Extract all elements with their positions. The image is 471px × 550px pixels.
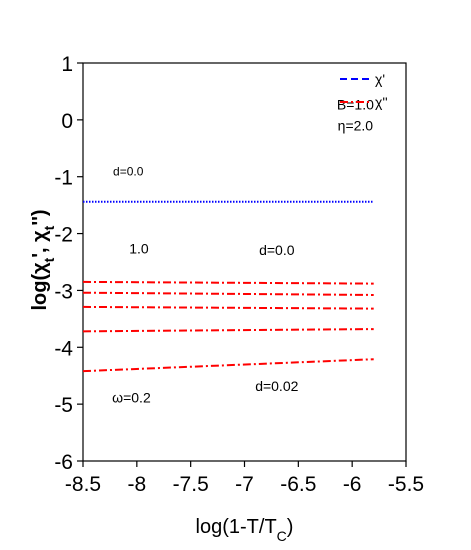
annotation-label: d=0.0 <box>113 165 144 179</box>
annotation-label: ω=0.2 <box>112 389 151 405</box>
x-tick-label: -8 <box>127 473 146 496</box>
series-layer <box>82 200 374 373</box>
annotation-label: B=1.0 <box>337 97 374 113</box>
series-line <box>82 291 374 296</box>
x-tick-label: -8.5 <box>65 473 101 496</box>
x-tick-label: -6 <box>343 473 362 496</box>
x-tick-label: -6.5 <box>280 473 316 496</box>
y-tick-label: -6 <box>54 451 73 474</box>
y-tick-label: 1 <box>61 53 73 76</box>
annotation-label: 1.0 <box>129 240 149 256</box>
x-tick-label: -5.5 <box>388 473 424 496</box>
annotation-label: d=0.0 <box>259 242 295 258</box>
series-line <box>82 305 374 310</box>
y-axis-title: log(χt', χt'') <box>29 209 57 310</box>
y-tick-label: -3 <box>54 280 73 303</box>
annotations: d=0.0 B=1.0 η=2.0 1.0 d=0.0 d=0.02 ω=0.2 <box>112 97 374 406</box>
x-tick-label: -7.5 <box>173 473 209 496</box>
series-line <box>82 328 374 333</box>
y-tick-label: -5 <box>54 394 73 417</box>
annotation-label: η=2.0 <box>338 118 374 134</box>
y-axis-ticks: 1 0 -1 -2 -3 -4 -5 -6 <box>54 53 83 474</box>
y-tick-label: 0 <box>61 110 73 133</box>
x-axis-title: log(1-T/TC) <box>196 516 294 544</box>
annotation-label: d=0.02 <box>255 378 298 394</box>
y-tick-label: -2 <box>54 224 73 247</box>
legend-label: χ' <box>375 71 385 87</box>
y-tick-label: -4 <box>54 337 73 360</box>
y-tick-label: -1 <box>54 167 73 190</box>
series-line <box>82 280 374 285</box>
x-axis-ticks: -8.5 -8 -7.5 -7 -6.5 -6 -5.5 <box>65 461 424 496</box>
legend: χ' χ'' <box>340 71 388 110</box>
legend-label: χ'' <box>375 94 388 110</box>
x-tick-label: -7 <box>235 473 254 496</box>
series-line <box>82 358 374 373</box>
